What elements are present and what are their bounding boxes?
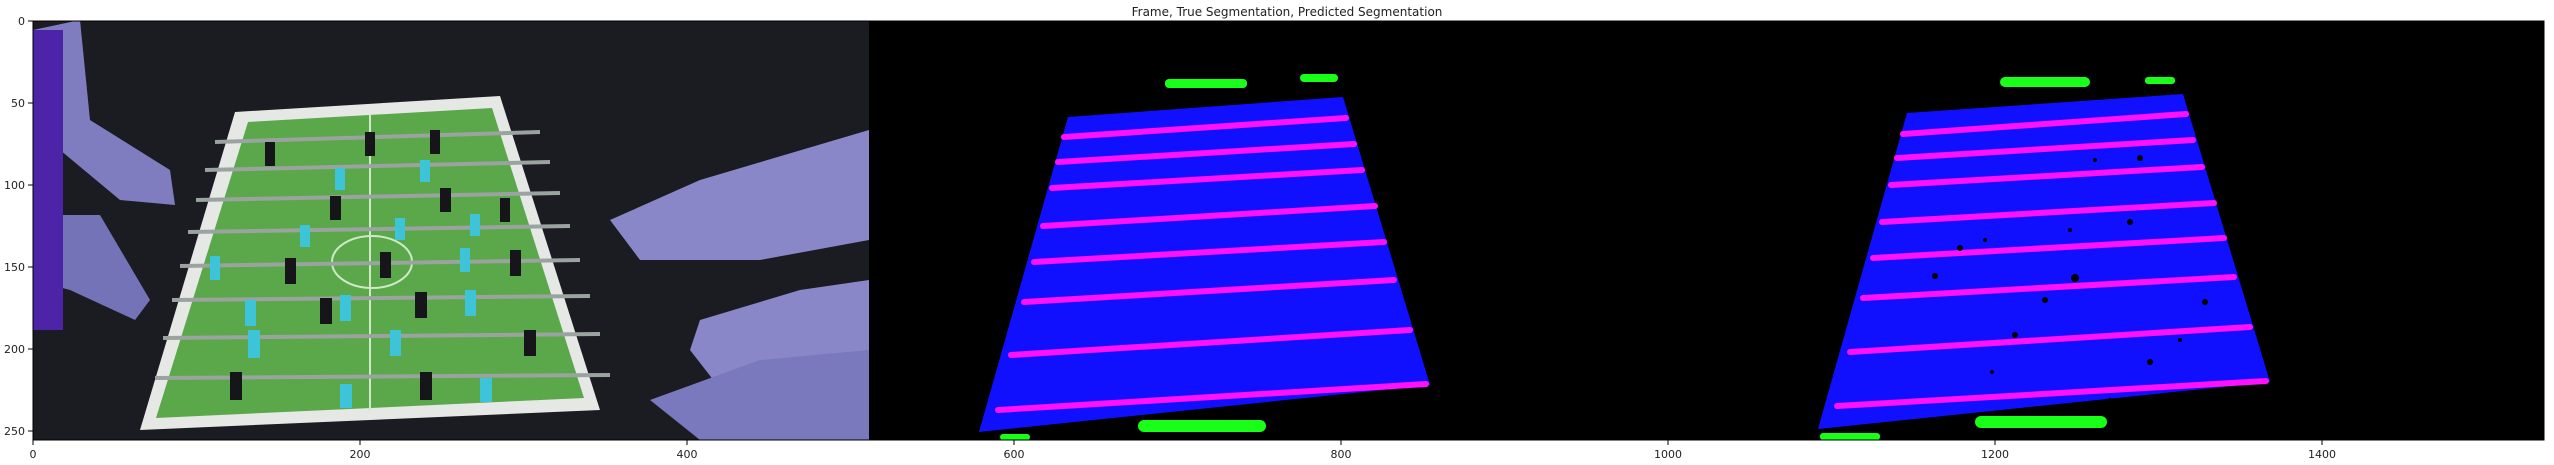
frame-panel xyxy=(33,21,869,440)
x-tick-label: 400 xyxy=(677,448,698,461)
y-tick-label: 50 xyxy=(11,97,25,110)
y-tick-label: 100 xyxy=(4,179,25,192)
x-tick-label: 1200 xyxy=(1981,448,2009,461)
x-tick-label: 600 xyxy=(1004,448,1025,461)
true-goal-masks xyxy=(1000,74,1338,440)
x-tick-label: 800 xyxy=(1331,448,1352,461)
players-dark xyxy=(230,130,536,400)
true-segmentation-panel xyxy=(979,74,1430,440)
x-tick-label: 0 xyxy=(30,448,37,461)
true-rod-masks xyxy=(995,115,1429,413)
y-tick-label: 150 xyxy=(4,261,25,274)
predicted-segmentation-panel xyxy=(1818,77,2270,440)
player-arm-left xyxy=(33,21,175,205)
y-axis xyxy=(28,20,33,432)
y-tick-label: 0 xyxy=(18,15,25,28)
predicted-rod-masks xyxy=(1834,111,2269,409)
x-tick-label: 1400 xyxy=(2308,448,2336,461)
x-tick-label: 1000 xyxy=(1654,448,1682,461)
predicted-goal-masks xyxy=(1820,77,2175,440)
figure-title: Frame, True Segmentation, Predicted Segm… xyxy=(1132,5,1443,19)
foosball-rods xyxy=(154,130,611,380)
y-tick-label: 250 xyxy=(4,425,25,438)
plot-frame xyxy=(32,20,2545,441)
predicted-noise xyxy=(1932,155,2208,402)
x-tick-label: 200 xyxy=(350,448,371,461)
y-tick-label: 200 xyxy=(4,343,25,356)
player-arm-right xyxy=(610,130,869,260)
x-axis xyxy=(32,440,2323,445)
players-cyan xyxy=(210,160,492,408)
